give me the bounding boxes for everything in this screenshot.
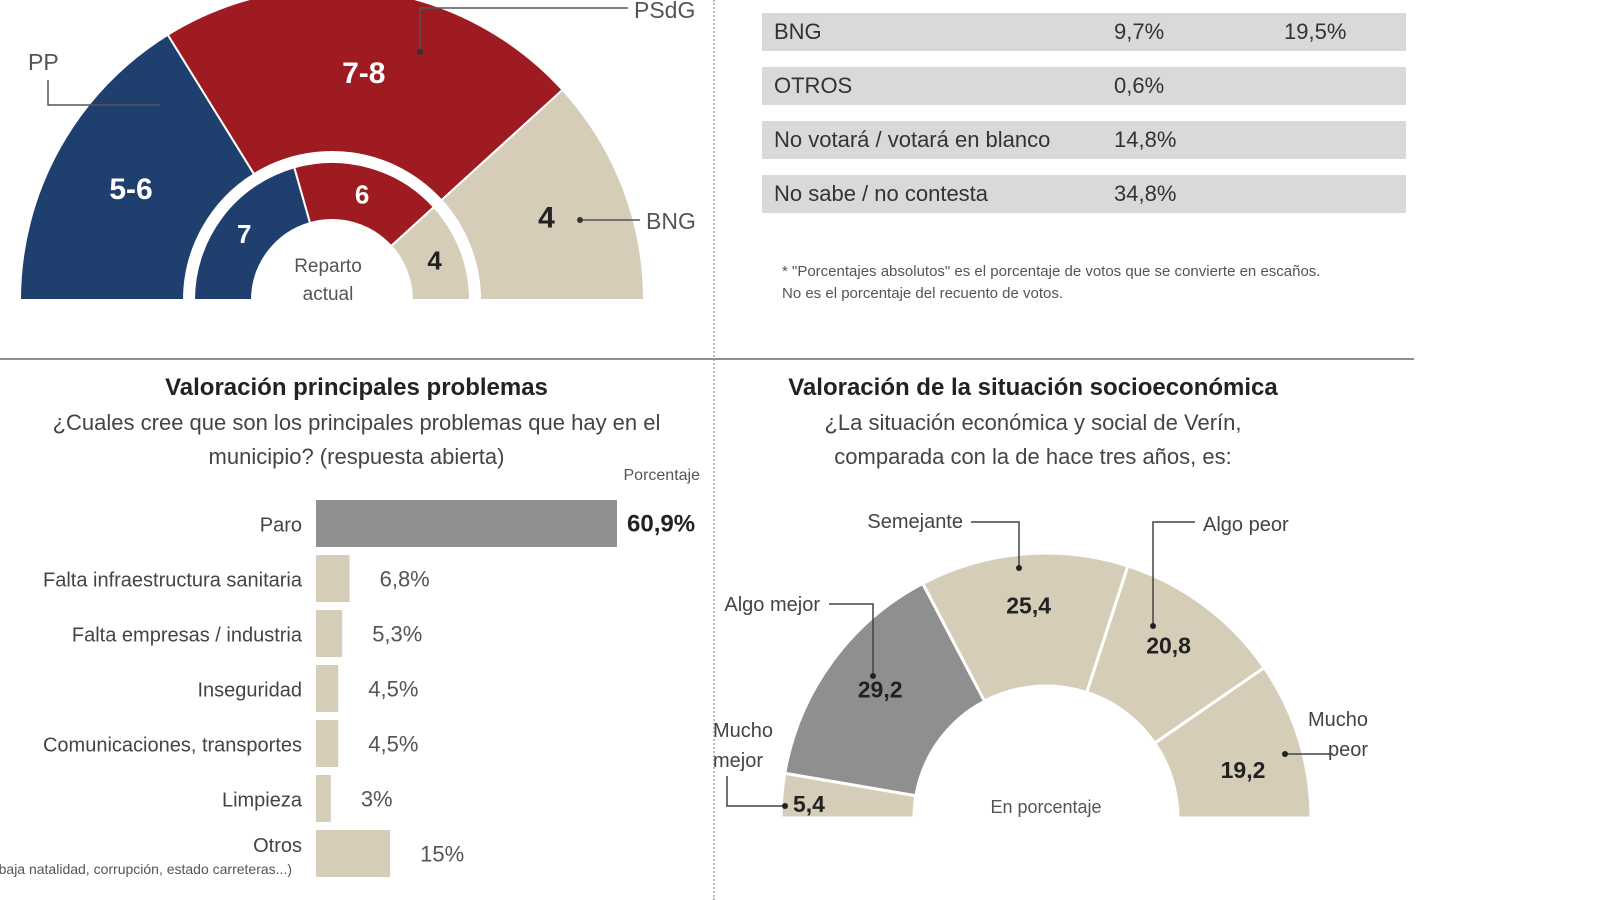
problems-title: Valoración principales problemas	[165, 374, 548, 401]
socio-category-label: Algo peor	[1203, 514, 1289, 536]
bar-value-label: 3%	[361, 787, 393, 812]
socio-leader-line	[1152, 521, 1195, 626]
seat-slice-pp	[192, 166, 312, 301]
socio-category-label: Mucho	[713, 720, 773, 742]
socio-leader-dot	[1282, 751, 1288, 757]
socio-category-label: Semejante	[867, 511, 963, 533]
problems-question: ¿Cuales cree que son los principales pro…	[0, 406, 713, 474]
bar-value-label: 15%	[420, 842, 464, 867]
seat-value-pp: 7	[237, 219, 251, 249]
socio-question-line1: ¿La situación económica y social de Verí…	[824, 410, 1242, 435]
socio-question-line2: comparada con la de hace tres años, es:	[834, 444, 1232, 469]
seats-outer-ring: 5-6 7-8 4	[18, 0, 646, 301]
center-label-line1: Reparto	[294, 256, 362, 277]
bar	[316, 610, 343, 657]
bar-category-label: Paro	[260, 515, 302, 537]
socio-center-label: En porcentaje	[990, 797, 1101, 817]
bars-group: Paro 60,9% Falta infraestructura sanitaria…	[0, 500, 695, 877]
problems-bar-chart: Porcentaje Paro 60,9% Falta infraestructur…	[0, 467, 701, 877]
bar-category-label: Inseguridad	[197, 680, 302, 702]
bar	[316, 775, 331, 822]
bar-category-label: Comunicaciones, transportes	[43, 735, 302, 757]
bar-value-label: 4,5%	[368, 732, 418, 757]
seat-slice-bng	[439, 88, 646, 301]
seat-value-bng: 4	[427, 246, 442, 276]
vote-table-row: BNG 9,7% 19,5%	[762, 13, 1406, 51]
socio-half-donut-chart: 5,4 29,2 25,4 20,8 19,2 Mucho mejor Algo mejor S…	[713, 511, 1368, 820]
table-footnote-line1: * "Porcentajes absolutos" es el porcenta…	[782, 263, 1321, 280]
vote-table-row: No sabe / no contesta 34,8%	[762, 175, 1406, 213]
row-label: OTROS	[774, 73, 853, 98]
socio-value-label: 5,4	[793, 791, 825, 817]
bar-value-label: 6,8%	[380, 567, 430, 592]
problems-question-line2: municipio? (respuesta abierta)	[208, 444, 505, 469]
bar-category-label: Falta infraestructura sanitaria	[43, 570, 303, 592]
socio-category-label: Algo mejor	[724, 594, 820, 616]
socio-value-label: 19,2	[1221, 757, 1266, 783]
bar-category-label: Otros	[253, 835, 302, 857]
seat-slice-bng	[389, 205, 472, 301]
bar-category-label: Limpieza	[222, 790, 303, 812]
socio-leader-dot	[1150, 623, 1156, 629]
row-label: No sabe / no contesta	[774, 181, 989, 206]
seats-inner-ring: 7 6 4	[192, 161, 472, 301]
pp-leader-line	[47, 80, 160, 106]
socio-value-label: 29,2	[858, 677, 903, 703]
bar	[316, 665, 339, 712]
socio-category-label: Mucho	[1308, 709, 1368, 731]
bar	[316, 500, 617, 547]
socio-question: ¿La situación económica y social de Verí…	[713, 406, 1353, 474]
problems-question-line1: ¿Cuales cree que son los principales pro…	[52, 410, 661, 435]
table-footnote-line2: No es el porcentaje del recuento de voto…	[782, 285, 1064, 302]
row-value1: 9,7%	[1114, 19, 1165, 44]
socio-slice	[1152, 665, 1313, 820]
socio-category-label: peor	[1328, 739, 1368, 761]
seat-value-psdg: 6	[355, 180, 369, 210]
row-value1: 14,8%	[1114, 127, 1177, 152]
bar	[316, 830, 391, 877]
socio-category-label: mejor	[713, 750, 763, 772]
socio-slices	[779, 551, 1313, 820]
socio-leader-dot	[1016, 565, 1022, 571]
bar	[316, 720, 339, 767]
percent-column-header: Porcentaje	[624, 467, 701, 484]
socio-slice	[783, 581, 987, 798]
vote-table-row: OTROS 0,6%	[762, 67, 1406, 105]
vertical-divider	[713, 0, 715, 900]
socio-leader-line	[971, 521, 1020, 568]
seat-slice-pp	[18, 33, 256, 301]
vote-table-row: No votará / votará en blanco 14,8%	[762, 121, 1406, 159]
socio-value-label: 20,8	[1146, 633, 1191, 659]
socio-value-label: 25,4	[1006, 593, 1051, 619]
socio-leader-line	[829, 603, 874, 676]
bar-value-label: 4,5%	[368, 677, 418, 702]
row-value1: 0,6%	[1114, 73, 1165, 98]
socio-title: Valoración de la situación socioeconómic…	[788, 374, 1278, 401]
bar-value-label: 5,3%	[372, 622, 422, 647]
seat-value-pp: 5-6	[109, 173, 152, 206]
center-label-line2: actual	[303, 284, 354, 305]
row-label: No votará / votará en blanco	[774, 127, 1051, 152]
row-label: BNG	[774, 19, 822, 44]
legend-pp: PP	[28, 49, 59, 75]
socio-leader-dot	[870, 673, 876, 679]
socio-leader-dot	[782, 803, 788, 809]
row-value2: 19,5%	[1284, 19, 1347, 44]
seat-value-psdg: 7-8	[342, 57, 385, 90]
psdg-leader-line	[419, 7, 628, 52]
socio-labels: 5,4 29,2 25,4 20,8 19,2 Mucho mejor Algo mejor S…	[713, 511, 1368, 817]
bar-value-label: 60,9%	[627, 511, 695, 538]
bar-category-note: (baja natalidad, corrupción, estado carr…	[0, 861, 292, 877]
socio-leader-line	[726, 776, 785, 807]
legend-psdg: PSdG	[634, 0, 695, 23]
seats-hemicycle-chart: 5-6 7-8 4 7 6 4 PP PSdG BNG Reparto actual	[18, 0, 696, 305]
horizontal-divider	[0, 358, 1414, 360]
seat-slice-psdg	[166, 0, 564, 202]
seat-value-bng: 4	[538, 202, 555, 235]
bar	[316, 555, 350, 602]
bar-category-label: Falta empresas / industria	[72, 625, 303, 647]
row-value1: 34,8%	[1114, 181, 1177, 206]
legend-bng: BNG	[646, 208, 696, 234]
